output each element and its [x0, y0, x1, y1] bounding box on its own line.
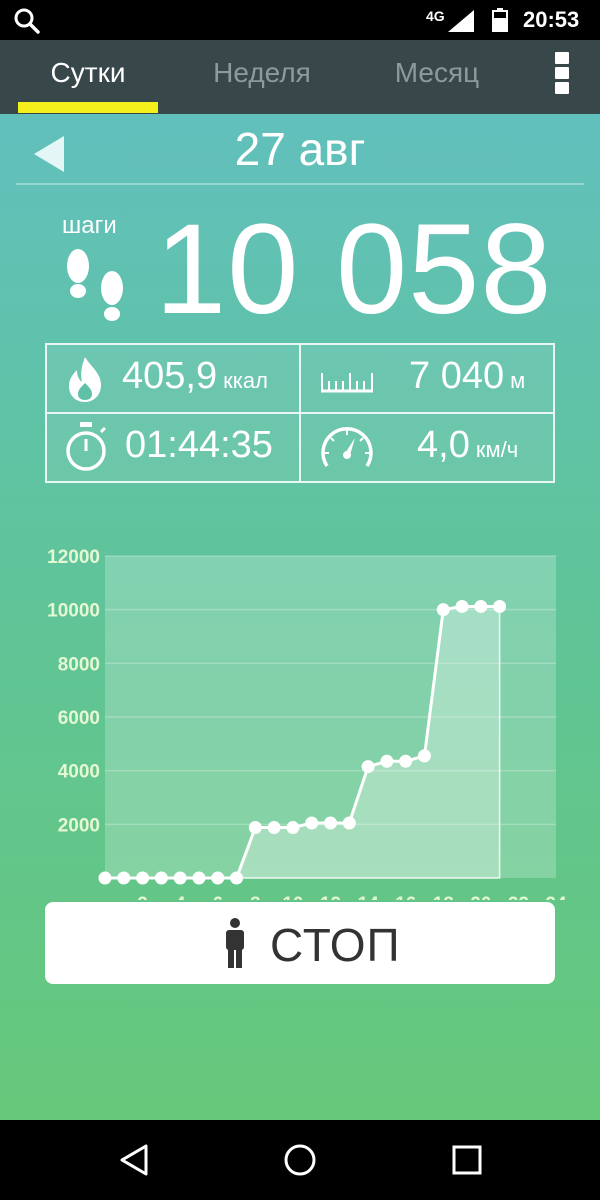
- data-point: [248, 821, 262, 835]
- data-point: [305, 816, 319, 830]
- person-icon: [226, 918, 244, 968]
- data-point: [493, 599, 507, 613]
- y-tick-label: 8000: [58, 654, 100, 675]
- tab-month[interactable]: Месяц: [394, 57, 480, 88]
- previous-day-arrow-icon[interactable]: [30, 134, 70, 174]
- navigation-bar: [0, 1120, 600, 1200]
- active-tab-indicator: [18, 102, 158, 113]
- calories-unit: ккал: [223, 368, 268, 393]
- data-point: [173, 871, 187, 885]
- network-type: 4G: [426, 8, 445, 24]
- x-tick-label: 6: [212, 894, 223, 900]
- data-point: [286, 821, 300, 835]
- tab-week[interactable]: Неделя: [213, 57, 311, 88]
- calories-value: 405,9: [122, 355, 218, 397]
- distance-cell: 7 040 м: [301, 345, 553, 411]
- data-point: [192, 871, 206, 885]
- stats-grid: 405,9 ккал 7 040 м: [45, 343, 555, 483]
- hourly-steps-chart: 2000400060008000100001200024681012141618…: [47, 547, 567, 900]
- data-point: [211, 871, 225, 885]
- data-point: [380, 754, 394, 768]
- data-point: [342, 816, 356, 830]
- clock: 20:53: [523, 7, 580, 32]
- speed-unit: км/ч: [475, 437, 519, 462]
- distance-value: 7 040: [409, 355, 505, 397]
- tab-bar: Сутки Неделя Месяц: [0, 40, 600, 114]
- pedometer-app: Сутки Неделя Месяц 27 авг шаги 10 058: [0, 40, 600, 1120]
- current-date: 27 авг: [234, 123, 366, 175]
- footprints-icon: [67, 249, 123, 321]
- flame-icon: [69, 357, 101, 402]
- signal-icon: [448, 10, 474, 32]
- y-tick-label: 6000: [58, 708, 100, 729]
- data-point: [117, 871, 131, 885]
- data-point: [436, 603, 450, 617]
- series-line: [105, 604, 500, 880]
- data-point: [361, 760, 375, 774]
- search-icon[interactable]: [12, 6, 42, 36]
- data-point: [136, 871, 150, 885]
- battery-icon: [492, 8, 508, 32]
- data-point: [455, 599, 469, 613]
- divider: [16, 183, 584, 185]
- data-point: [399, 754, 413, 768]
- speedometer-icon: [321, 426, 373, 467]
- x-tick-label: 2: [137, 894, 148, 900]
- x-tick-label: 8: [250, 894, 261, 900]
- data-point: [324, 816, 337, 830]
- x-tick-label: 4: [175, 894, 186, 900]
- tab-day[interactable]: Сутки: [50, 57, 126, 88]
- x-tick-label: 22: [508, 894, 529, 900]
- step-count: 10 058: [155, 198, 553, 341]
- x-tick-label: 20: [470, 894, 491, 900]
- stopwatch-icon: [66, 422, 107, 471]
- x-tick-label: 16: [395, 894, 416, 900]
- back-icon[interactable]: [116, 1142, 152, 1178]
- speed-value: 4,0: [417, 424, 470, 466]
- distance-unit: м: [510, 368, 526, 393]
- data-point: [98, 871, 112, 885]
- y-tick-label: 10000: [47, 601, 100, 622]
- ruler-icon: [321, 373, 373, 393]
- grid-divider: [47, 412, 553, 414]
- stop-button[interactable]: СТОП: [45, 902, 555, 984]
- steps-label: шаги: [62, 212, 117, 239]
- data-point: [230, 871, 244, 885]
- x-tick-label: 18: [433, 894, 454, 900]
- y-tick-label: 2000: [58, 815, 100, 836]
- stop-button-label: СТОП: [270, 919, 401, 971]
- calories-cell: 405,9 ккал: [47, 345, 299, 411]
- duration-cell: 01:44:35: [47, 414, 299, 480]
- recent-apps-icon[interactable]: [449, 1142, 485, 1178]
- data-point: [154, 871, 168, 885]
- x-tick-label: 24: [545, 894, 567, 900]
- y-tick-label: 12000: [47, 547, 100, 568]
- data-point: [417, 749, 431, 763]
- status-bar: 4G 20:53: [0, 0, 600, 40]
- x-tick-label: 12: [320, 894, 341, 900]
- x-tick-label: 14: [358, 894, 380, 900]
- speed-cell: 4,0 км/ч: [301, 414, 553, 480]
- duration-value: 01:44:35: [125, 424, 273, 466]
- x-tick-label: 10: [282, 894, 303, 900]
- data-point: [474, 599, 488, 613]
- y-tick-label: 4000: [58, 762, 100, 783]
- overflow-menu-icon[interactable]: [549, 52, 575, 102]
- data-point: [267, 821, 281, 835]
- date-navigator: 27 авг: [0, 114, 600, 184]
- home-icon[interactable]: [282, 1142, 318, 1178]
